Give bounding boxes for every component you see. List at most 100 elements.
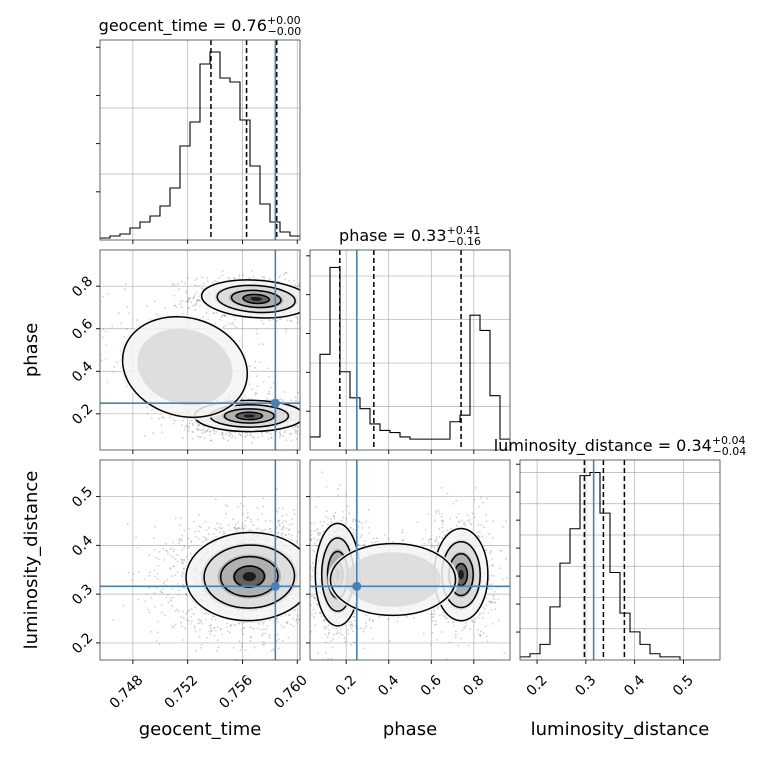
scatter-point <box>206 637 208 639</box>
scatter-point <box>268 390 270 393</box>
scatter-point <box>304 313 306 315</box>
scatter-point <box>111 325 114 328</box>
scatter-point <box>269 530 272 533</box>
scatter-point <box>268 634 271 637</box>
scatter-point <box>310 301 312 303</box>
scatter-point <box>234 624 237 626</box>
scatter-point <box>148 554 151 557</box>
scatter-point <box>198 299 201 302</box>
scatter-point <box>277 507 280 510</box>
scatter-point <box>262 322 265 325</box>
scatter-point <box>301 303 303 305</box>
scatter-point <box>178 539 181 542</box>
scatter-point <box>303 297 305 299</box>
scatter-point <box>305 314 307 316</box>
scatter-point <box>201 287 204 290</box>
scatter-point <box>164 306 167 309</box>
scatter-point <box>181 559 183 561</box>
scatter-point <box>126 328 128 330</box>
scatter-point <box>181 576 184 578</box>
scatter-point <box>209 430 212 433</box>
scatter-point <box>153 548 156 551</box>
scatter-point <box>288 528 291 531</box>
scatter-point <box>219 531 222 534</box>
scatter-point <box>312 401 314 403</box>
scatter-point <box>266 367 269 370</box>
scatter-point <box>324 644 326 646</box>
scatter-point <box>198 635 201 638</box>
scatter-point <box>283 526 285 528</box>
scatter-point <box>285 439 288 441</box>
scatter-point <box>301 425 303 427</box>
scatter-point <box>228 278 231 280</box>
scatter-point <box>214 618 217 621</box>
scatter-point <box>174 558 177 561</box>
scatter-point <box>268 376 270 378</box>
scatter-point <box>333 412 335 414</box>
scatter-point <box>185 593 188 596</box>
scatter-point <box>209 439 212 442</box>
scatter-point <box>290 623 292 626</box>
scatter-point <box>312 407 314 409</box>
scatter-point <box>293 279 295 282</box>
scatter-point <box>251 435 254 438</box>
scatter-point <box>279 433 282 436</box>
scatter-point <box>295 432 297 435</box>
scatter-point <box>238 623 240 625</box>
scatter-point <box>194 630 197 633</box>
scatter-point <box>161 604 163 606</box>
scatter-point <box>301 410 303 412</box>
scatter-point <box>282 519 285 522</box>
scatter-point <box>187 426 190 429</box>
scatter-point <box>230 432 233 435</box>
scatter-point <box>155 587 158 589</box>
scatter-point <box>251 269 254 272</box>
scatter-point <box>249 365 252 368</box>
scatter-point <box>242 527 245 530</box>
scatter-point <box>223 438 225 440</box>
scatter-point <box>169 599 172 602</box>
scatter-point <box>222 436 224 439</box>
scatter-point <box>228 434 231 436</box>
scatter-point <box>255 392 258 395</box>
scatter-point <box>187 300 190 303</box>
contour-0-1 <box>216 284 296 314</box>
scatter-point <box>197 428 200 431</box>
scatter-point <box>191 422 194 425</box>
scatter-point <box>287 666 289 668</box>
scatter-point <box>263 643 266 645</box>
scatter-point <box>301 410 303 412</box>
scatter-point <box>177 282 180 285</box>
scatter-point <box>301 299 303 301</box>
scatter-point <box>318 415 320 417</box>
scatter-point <box>63 312 65 314</box>
scatter-point <box>304 418 306 420</box>
scatter-point <box>239 434 242 437</box>
scatter-point <box>302 426 304 428</box>
contour-2-0 <box>121 315 249 419</box>
scatter-point <box>194 535 197 538</box>
title-sub: −0.04 <box>713 445 747 458</box>
scatter-point <box>269 433 272 435</box>
scatter-point <box>301 574 303 576</box>
scatter-point <box>312 312 314 314</box>
scatter-point <box>201 429 204 432</box>
scatter-point <box>190 540 193 543</box>
scatter-point <box>327 294 329 296</box>
scatter-point <box>301 411 303 413</box>
scatter-point <box>256 665 258 667</box>
scatter-point <box>320 527 322 529</box>
scatter-point <box>199 619 201 621</box>
scatter-point <box>181 299 184 302</box>
scatter-point <box>302 546 304 548</box>
scatter-point <box>219 318 221 321</box>
scatter-point <box>162 547 165 550</box>
scatter-point <box>278 523 281 525</box>
scatter-point <box>290 399 293 402</box>
scatter-point <box>220 433 223 436</box>
scatter-point <box>329 412 331 414</box>
scatter-point <box>186 300 189 303</box>
scatter-point <box>151 409 154 412</box>
scatter-point <box>213 430 215 432</box>
scatter-point <box>296 430 299 433</box>
